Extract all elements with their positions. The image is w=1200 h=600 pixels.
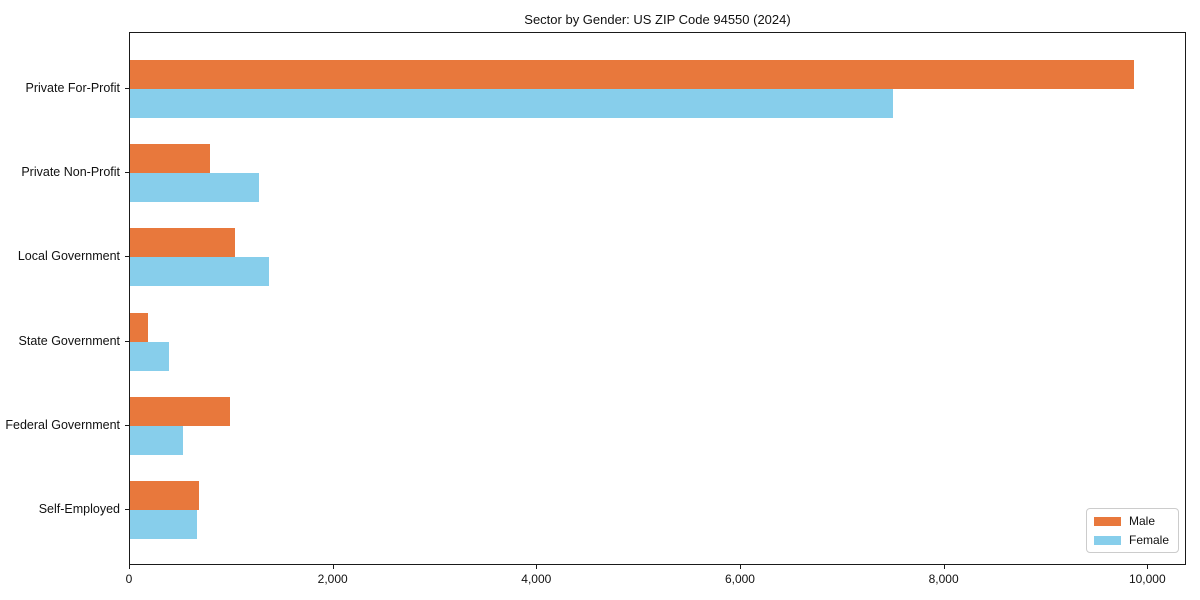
x-axis-label: 2,000 — [317, 572, 348, 586]
x-axis-label: 8,000 — [928, 572, 959, 586]
legend-label-female: Female — [1128, 533, 1169, 547]
bar-female-4 — [130, 425, 183, 455]
legend: Male Female — [1085, 508, 1179, 553]
x-tick-mark — [129, 565, 130, 569]
y-tick-mark — [125, 509, 129, 511]
x-axis-label: 4,000 — [521, 572, 552, 586]
bar-male-2 — [130, 228, 235, 258]
y-axis-label: State Government — [18, 333, 120, 348]
bar-male-3 — [130, 312, 149, 342]
x-tick-mark — [739, 565, 741, 569]
y-axis-label: Local Government — [17, 249, 120, 264]
y-tick-mark — [125, 340, 129, 342]
legend-swatch-male — [1093, 516, 1121, 526]
bar-male-0 — [130, 59, 1135, 89]
bar-female-0 — [130, 88, 894, 118]
legend-swatch-female — [1093, 535, 1121, 545]
bar-female-1 — [130, 173, 260, 203]
bars-layer — [130, 33, 1185, 564]
y-tick-mark — [125, 256, 129, 258]
bar-male-4 — [130, 396, 230, 426]
bar-male-5 — [130, 481, 200, 511]
bar-female-3 — [130, 341, 169, 371]
y-axis-label: Federal Government — [5, 417, 120, 432]
bar-male-1 — [130, 144, 211, 174]
plot-area: Male Female — [129, 32, 1186, 565]
y-axis-label: Private Non-Profit — [21, 165, 120, 180]
x-tick-mark — [536, 565, 538, 569]
x-axis-label: 6,000 — [724, 572, 755, 586]
y-axis-label: Self-Employed — [38, 502, 120, 517]
y-tick-mark — [125, 172, 129, 174]
x-tick-mark — [943, 565, 945, 569]
y-tick-mark — [125, 87, 129, 89]
x-tick-mark — [332, 565, 334, 569]
bar-female-2 — [130, 257, 270, 287]
legend-row-male: Male — [1093, 514, 1169, 528]
x-tick-mark — [1147, 565, 1149, 569]
legend-label-male: Male — [1128, 514, 1155, 528]
x-axis-label: 10,000 — [1128, 572, 1166, 586]
y-axis-label: Private For-Profit — [25, 80, 120, 95]
legend-row-female: Female — [1093, 533, 1169, 547]
y-tick-mark — [125, 424, 129, 426]
bar-female-5 — [130, 510, 198, 540]
chart-title: Sector by Gender: US ZIP Code 94550 (202… — [524, 12, 791, 27]
x-axis-label: 0 — [125, 572, 133, 586]
